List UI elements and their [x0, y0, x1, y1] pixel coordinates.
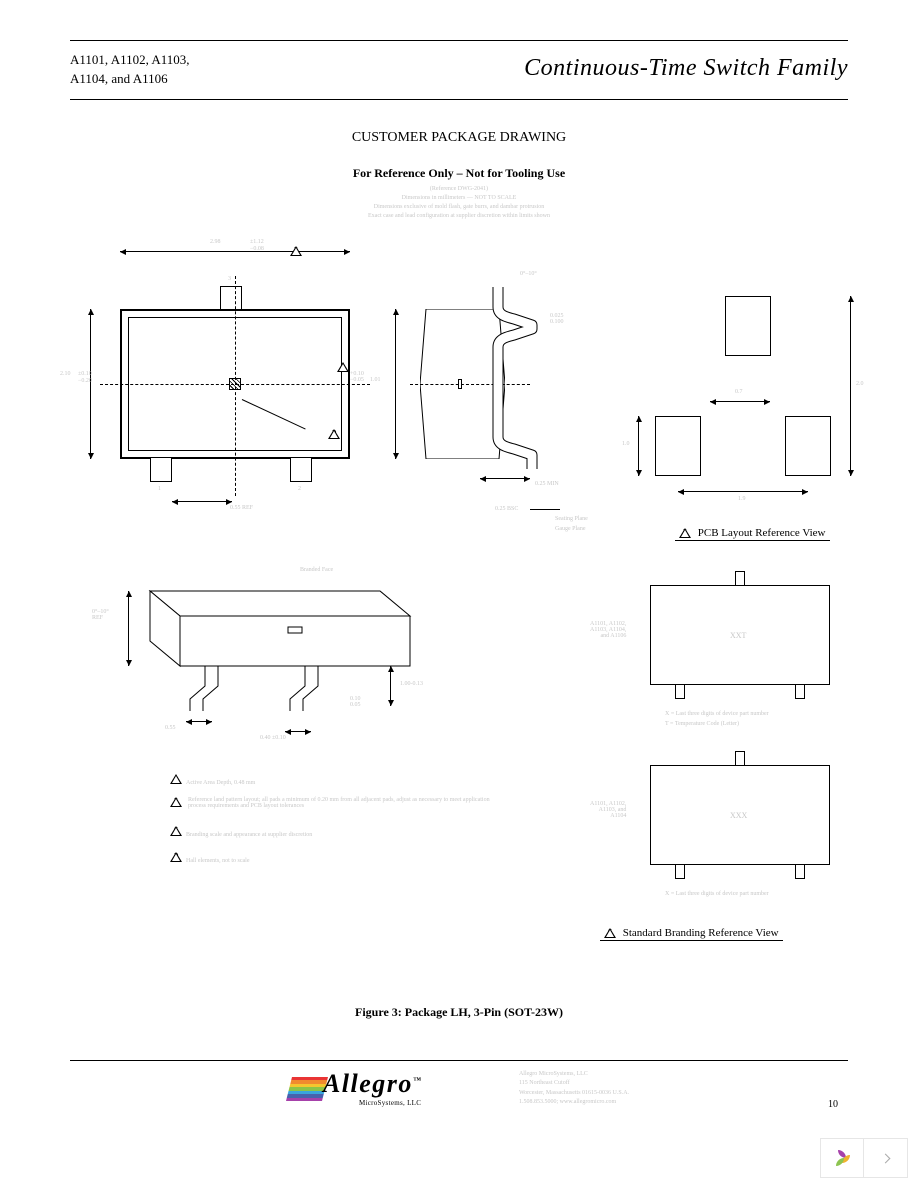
iso-3d-drawing: [110, 571, 430, 741]
part-line-1: A1101, A1102, A1103,: [70, 51, 190, 70]
top-pin-1: [150, 457, 172, 482]
footer-address: Allegro MicroSystems, LLC 115 Northeast …: [519, 1070, 629, 1108]
triangle-b-icon: B: [170, 797, 182, 807]
triangle-d-icon: D: [170, 852, 182, 862]
top-pin-2: [290, 457, 312, 482]
iso-view: 0°–10° REF Branded Face 1.00-0.13 0.55 0…: [110, 571, 430, 741]
top-pin-3: [220, 286, 242, 311]
hall-element: [229, 378, 241, 390]
triangle-note-b-icon: B: [679, 528, 691, 538]
page-number: 10: [828, 1099, 838, 1110]
leaf-icon: [834, 1150, 850, 1166]
fine-print: (Reference DWG-2041) Dimensions in milli…: [70, 185, 848, 221]
subtitle: For Reference Only – Not for Tooling Use: [70, 166, 848, 181]
nav-home-button[interactable]: [820, 1138, 864, 1178]
branding-option-2: A1101, A1102, A1103, and A1104 XXX X = L…: [580, 751, 840, 911]
allegro-logo: Allegro™ MicroSystems, LLC: [289, 1069, 489, 1109]
pcb-pad-bl: [655, 416, 701, 476]
pcb-pad-top: [725, 296, 771, 356]
pcb-ref-title: B PCB Layout Reference View: [675, 526, 830, 541]
side-view: 0°–10° 0.025 0.100 1.01 +0.10 −0.05 0.25…: [410, 251, 580, 531]
logo-stripes-icon: [286, 1077, 328, 1101]
figure-caption: Figure 3: Package LH, 3-Pin (SOT-23W): [70, 1005, 848, 1020]
dim-pin-pitch: [172, 501, 232, 502]
dim-overall-h: [850, 296, 851, 476]
dim-pad-h: [638, 416, 639, 476]
part-line-2: A1104, and A1106: [70, 70, 190, 89]
dim-pad-w: [710, 401, 770, 402]
section-title: CUSTOMER PACKAGE DRAWING: [70, 130, 848, 146]
nav-next-button[interactable]: [864, 1138, 908, 1178]
dim-body-width: [120, 251, 350, 252]
triangle-note-d-icon: D: [328, 429, 340, 439]
chevron-right-icon: [881, 1153, 891, 1163]
dim-pitch-x: [678, 491, 808, 492]
triangle-note-a-icon: A: [337, 362, 349, 372]
triangle-a-icon: A: [170, 774, 182, 784]
triangle-c-icon: C: [170, 826, 182, 836]
footer-rule: [70, 1060, 848, 1061]
document-header: A1101, A1102, A1103, A1104, and A1106 Co…: [70, 40, 848, 100]
branding-ref-title: C Standard Branding Reference View: [600, 926, 783, 941]
pcb-layout-view: 0.7 1.0 2.0 1.9 B PCB Layout Reference V…: [620, 251, 840, 551]
viewer-nav: [820, 1138, 908, 1178]
document-title: Continuous-Time Switch Family: [524, 55, 848, 82]
pcb-pad-br: [785, 416, 831, 476]
drawing-area: 2.98 ±1.12 −0.08 B 3 D 1.00-0.13 A 1: [70, 231, 850, 991]
branding-option-1: A1101, A1102, A1103, A1104, and A1106 XX…: [580, 571, 840, 731]
drawing-notes: A Active Area Depth, 0.48 mm B Reference…: [170, 771, 510, 867]
part-numbers: A1101, A1102, A1103, A1104, and A1106: [70, 51, 190, 89]
dim-body-height: [90, 309, 91, 459]
triangle-note-c-icon: C: [604, 928, 616, 938]
top-view: 2.98 ±1.12 −0.08 B 3 D 1.00-0.13 A 1: [90, 251, 390, 531]
triangle-note-b-icon: B: [290, 246, 302, 256]
footer: Allegro™ MicroSystems, LLC Allegro Micro…: [70, 1069, 848, 1109]
